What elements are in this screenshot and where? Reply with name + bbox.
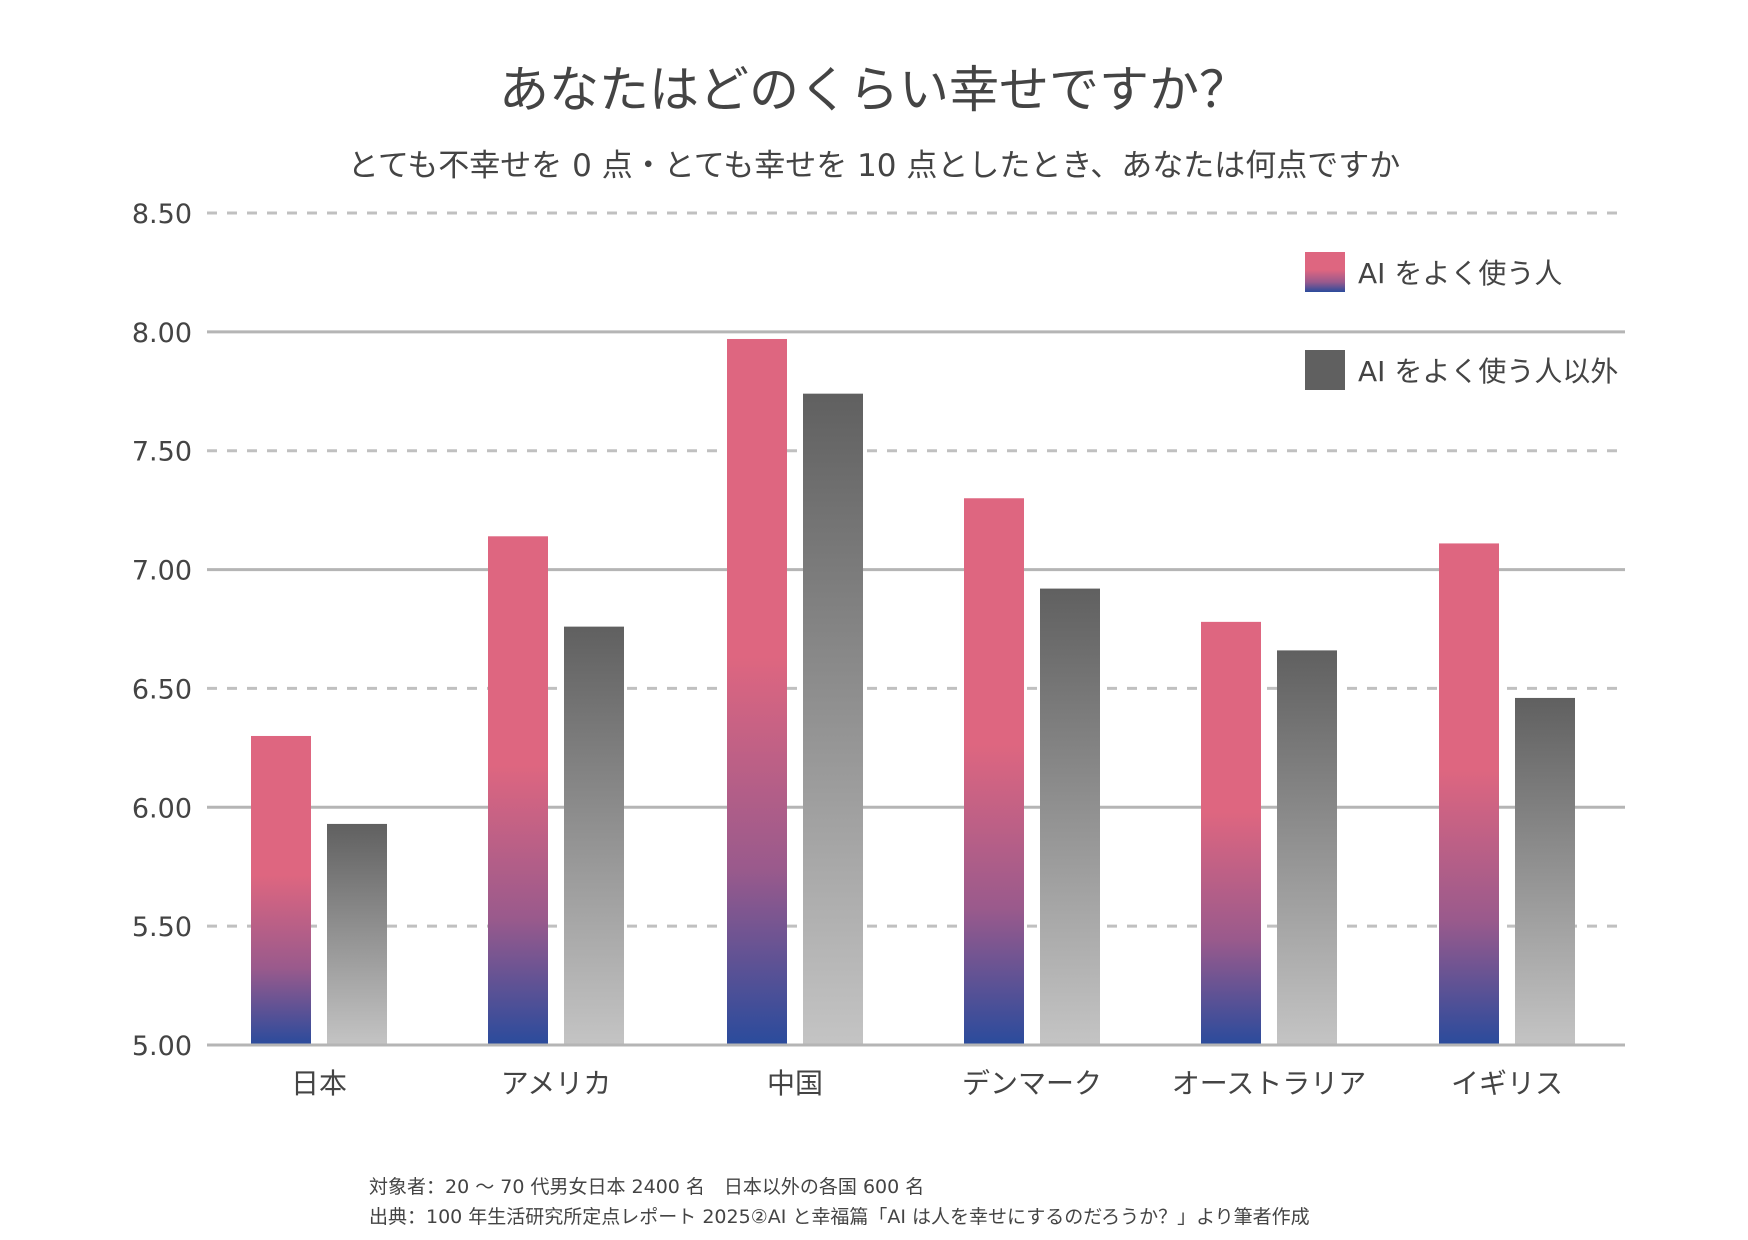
bar-series-1-0 — [251, 735, 311, 1045]
y-tick-label: 5.50 — [132, 912, 192, 943]
bar-series-1-2 — [727, 338, 787, 1045]
gridlines — [207, 211, 1625, 1047]
bar-series-1-5 — [1439, 543, 1499, 1045]
bars — [207, 338, 1625, 1047]
chart-subtitle: とても不幸せを 0 点・とても幸せを 10 点としたとき、あなたは何点ですか — [348, 148, 1400, 184]
y-tick-label: 6.50 — [132, 674, 192, 705]
legend-label-series-1: AI をよく使う人 — [1358, 257, 1562, 290]
y-tick-label: 5.00 — [132, 1031, 192, 1062]
y-tick-label: 7.50 — [132, 437, 192, 468]
bar-series-2-3 — [1040, 588, 1100, 1045]
legend-swatch-series-2 — [1305, 350, 1345, 390]
bar-series-1-3 — [964, 498, 1024, 1045]
y-tick-label: 8.00 — [132, 318, 192, 349]
bar-series-1-4 — [1201, 621, 1261, 1045]
x-category-label: アメリカ — [501, 1067, 612, 1100]
x-category-label: 日本 — [291, 1067, 347, 1100]
x-category-label: イギリス — [1451, 1067, 1563, 1100]
y-axis-ticks: 5.00 5.50 6.00 6.50 7.00 7.50 8.00 8.50 — [132, 199, 192, 1062]
bar-series-2-4 — [1277, 650, 1337, 1045]
bar-series-2-1 — [564, 626, 624, 1045]
y-tick-label: 6.00 — [132, 793, 192, 824]
bar-series-1-1 — [488, 536, 548, 1045]
x-category-label: オーストラリア — [1172, 1067, 1367, 1100]
legend: AI をよく使う人 AI をよく使う人以外 — [1305, 252, 1618, 390]
x-category-label: デンマーク — [962, 1067, 1102, 1100]
footnote-respondents: 対象者：20 〜 70 代男女日本 2400 名 日本以外の各国 600 名 — [369, 1176, 924, 1198]
x-axis-categories: 日本 アメリカ 中国 デンマーク オーストラリア イギリス — [291, 1067, 1563, 1100]
bar-series-2-5 — [1515, 697, 1575, 1045]
legend-swatch-series-1 — [1305, 252, 1345, 292]
bar-series-2-0 — [327, 823, 387, 1045]
y-tick-label: 7.00 — [132, 556, 192, 587]
y-tick-label: 8.50 — [132, 199, 192, 230]
x-category-label: 中国 — [767, 1067, 823, 1100]
chart-title: あなたはどのくらい幸せですか？ — [499, 61, 1249, 119]
footnote-source: 出典：100 年生活研究所定点レポート 2025②AI と幸福篇「AI は人を幸… — [369, 1206, 1310, 1228]
bar-series-2-2 — [803, 393, 863, 1046]
legend-label-series-2: AI をよく使う人以外 — [1358, 355, 1618, 388]
